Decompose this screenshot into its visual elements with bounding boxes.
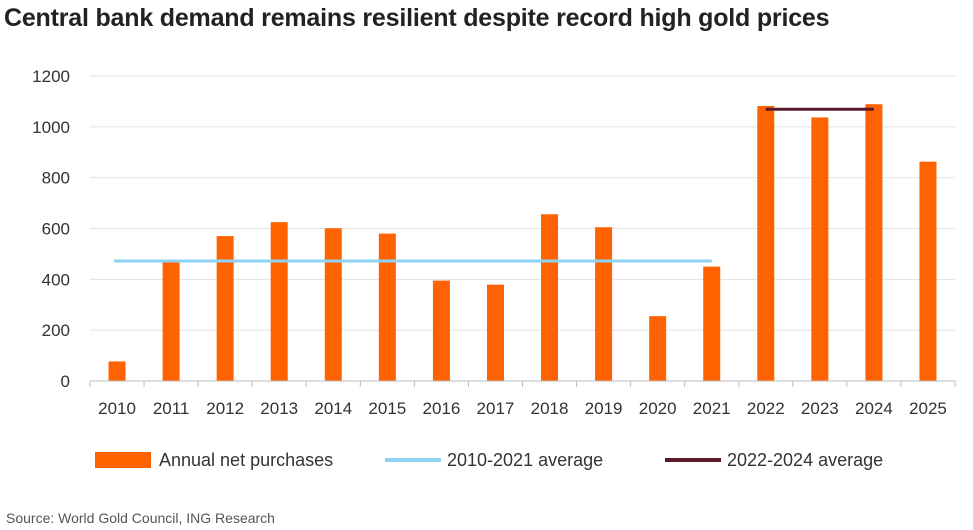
bars [108,104,937,382]
legend-item-2010-2021-average: 2010-2021 average [385,446,603,474]
bar-2017 [486,284,504,381]
x-tick-label: 2024 [855,399,893,418]
x-tick-label: 2020 [639,399,677,418]
bar-2022 [757,105,775,381]
bar-2015 [378,233,396,381]
bar-2024 [865,104,883,382]
bar-2011 [162,260,180,381]
y-tick-label: 0 [61,372,70,391]
bar-2019 [595,227,613,381]
legend-label-bars: Annual net purchases [159,449,334,470]
legend-line-swatch-avg1 [385,458,441,462]
x-tick-label: 2018 [531,399,569,418]
x-tick-label: 2022 [747,399,785,418]
bar-2013 [270,222,288,381]
x-tick-label: 2015 [368,399,406,418]
y-tick-label: 800 [42,169,70,188]
legend: Annual net purchases 2010-2021 average 2… [0,446,973,474]
bar-2010 [108,361,126,381]
y-axis-tick-labels: 0 200 400 600 800 1000 1200 [32,67,70,391]
x-tick-label: 2013 [260,399,298,418]
legend-item-annual-net-purchases: Annual net purchases [95,446,333,474]
x-axis-tick-labels: 2010 2011 2012 2013 2014 2015 2016 2017 2018 2019… [98,399,947,418]
y-tick-label: 600 [42,220,70,239]
x-tick-label: 2025 [909,399,947,418]
average-lines [114,107,874,263]
x-tick-label: 2021 [693,399,731,418]
bar-2025 [919,161,937,381]
x-tick-label: 2023 [801,399,839,418]
gridlines [90,75,955,331]
x-tick-label: 2012 [206,399,244,418]
x-tick-label: 2010 [98,399,136,418]
bar-2023 [811,117,829,381]
legend-label-avg1: 2010-2021 average [447,449,604,470]
chart-title: Central bank demand remains resilient de… [4,4,830,32]
legend-label-avg2: 2022-2024 average [727,449,884,470]
y-tick-label: 400 [42,270,70,289]
y-tick-label: 1200 [32,67,70,86]
source-note: Source: World Gold Council, ING Research [6,510,275,526]
bar-2014 [324,228,342,381]
x-tick-label: 2014 [314,399,352,418]
y-tick-label: 200 [42,321,70,340]
bar-2016 [432,280,450,381]
y-tick-label: 1000 [32,118,70,137]
x-tick-label: 2011 [153,399,190,418]
bar-2012 [216,236,234,381]
bar-2020 [649,316,667,381]
x-tick-label: 2017 [477,399,515,418]
bar-2021 [703,266,721,381]
legend-item-2022-2024-average: 2022-2024 average [665,446,883,474]
bar-2018 [541,214,559,381]
legend-bar-swatch [95,452,151,468]
x-axis [89,380,956,387]
legend-line-swatch-avg2 [665,458,721,462]
x-tick-label: 2019 [585,399,623,418]
x-tick-label: 2016 [422,399,460,418]
